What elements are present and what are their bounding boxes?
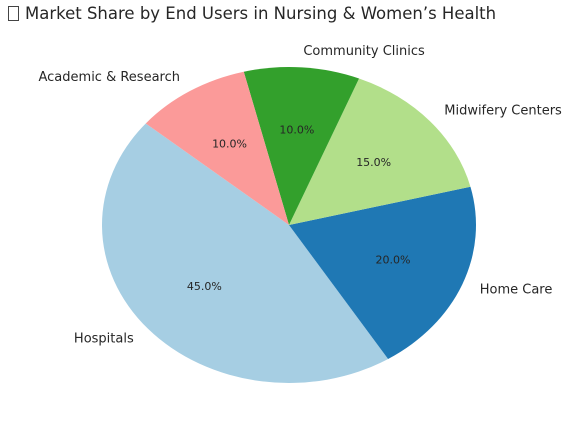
slice-label-community-clinics: Community Clinics [303, 44, 425, 59]
slice-label-academic-research: Academic & Research [39, 70, 180, 85]
pct-label-home-care: 20.0% [376, 254, 411, 267]
chart-title-text: Market Share by End Users in Nursing & W… [25, 4, 497, 23]
chart-title: Market Share by End Users in Nursing & W… [8, 4, 496, 23]
pct-label-midwifery-centers: 15.0% [356, 156, 391, 169]
pct-label-community-clinics: 10.0% [279, 123, 314, 136]
pct-label-academic-research: 10.0% [212, 138, 247, 151]
slice-label-hospitals: Hospitals [74, 332, 134, 347]
chart-icon [8, 6, 19, 21]
pie-slice-academic-research [145, 71, 289, 226]
pie-slice-home-care [289, 186, 476, 359]
pie-slice-community-clinics [243, 67, 360, 225]
pie-slice-hospitals [102, 123, 389, 384]
pie-slice-midwifery-centers [289, 78, 471, 226]
slice-label-home-care: Home Care [480, 283, 553, 298]
slice-label-midwifery-centers: Midwifery Centers [444, 103, 562, 118]
pct-label-hospitals: 45.0% [187, 280, 222, 293]
